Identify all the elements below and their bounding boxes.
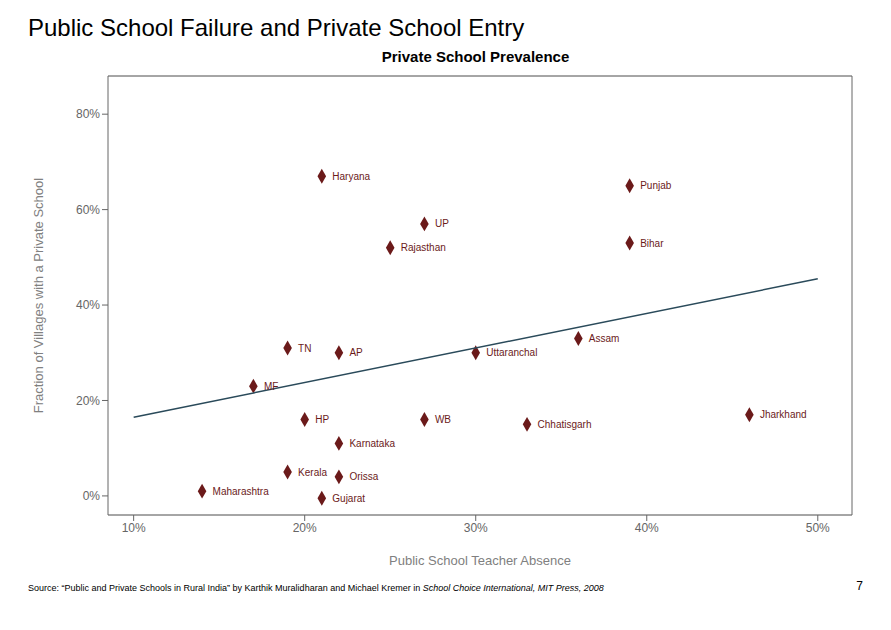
svg-text:50%: 50% <box>806 521 830 535</box>
svg-text:20%: 20% <box>76 394 100 408</box>
svg-text:Gujarat: Gujarat <box>332 493 365 504</box>
svg-text:60%: 60% <box>76 203 100 217</box>
svg-text:40%: 40% <box>635 521 659 535</box>
svg-text:MF: MF <box>264 381 278 392</box>
svg-text:AP: AP <box>349 347 363 358</box>
svg-text:Orissa: Orissa <box>349 471 378 482</box>
svg-text:Haryana: Haryana <box>332 171 370 182</box>
html-text:Source: “Public and Private Sc: Source: “Public and Private Schools in R… <box>28 583 604 593</box>
svg-text:HP: HP <box>315 414 329 425</box>
html-text:Public School Failure and Priv: Public School Failure and Private School… <box>28 14 525 41</box>
svg-text:Karnataka: Karnataka <box>349 438 395 449</box>
svg-text:Public School Teacher Absence: Public School Teacher Absence <box>389 553 571 568</box>
svg-text:30%: 30% <box>464 521 488 535</box>
svg-text:Maharashtra: Maharashtra <box>213 486 270 497</box>
svg-text:Assam: Assam <box>589 333 620 344</box>
svg-text:Fraction of Villages with a Pr: Fraction of Villages with a Private Scho… <box>31 178 46 413</box>
svg-text:WB: WB <box>435 414 451 425</box>
svg-text:TN: TN <box>298 343 311 354</box>
svg-text:UP: UP <box>435 218 449 229</box>
svg-text:Bihar: Bihar <box>640 238 664 249</box>
svg-text:20%: 20% <box>293 521 317 535</box>
svg-text:Chhatisgarh: Chhatisgarh <box>538 419 592 430</box>
svg-text:Punjab: Punjab <box>640 180 672 191</box>
svg-text:Kerala: Kerala <box>298 467 327 478</box>
svg-text:Rajasthan: Rajasthan <box>401 242 446 253</box>
svg-text:Jharkhand: Jharkhand <box>760 409 807 420</box>
svg-text:40%: 40% <box>76 298 100 312</box>
svg-text:80%: 80% <box>76 107 100 121</box>
svg-text:10%: 10% <box>122 521 146 535</box>
html-text:7: 7 <box>856 579 863 593</box>
svg-text:0%: 0% <box>83 489 101 503</box>
html-text:Private School Prevalence: Private School Prevalence <box>381 48 570 65</box>
svg-text:Uttaranchal: Uttaranchal <box>486 347 537 358</box>
